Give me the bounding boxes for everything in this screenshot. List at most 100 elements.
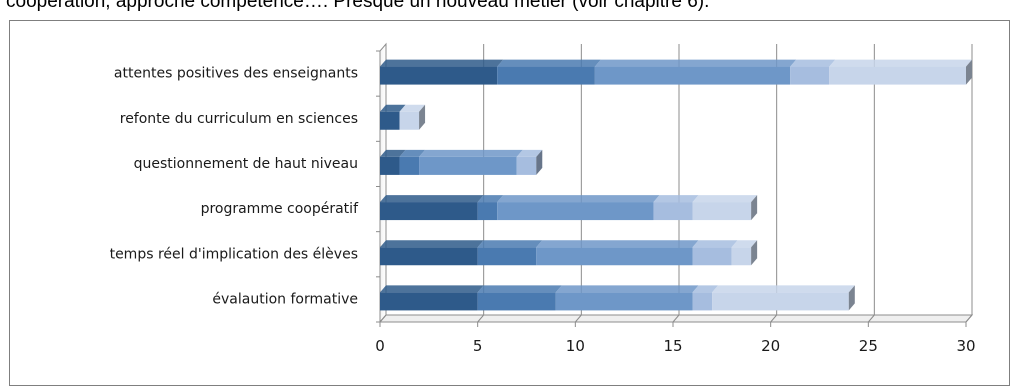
bar-segment xyxy=(380,104,406,130)
bar-front-face xyxy=(380,247,478,266)
bar-front-face xyxy=(790,66,830,85)
bar-front-face xyxy=(477,202,498,221)
x-tick-label: 15 xyxy=(663,337,682,355)
bar-segment xyxy=(419,149,523,175)
x-tick-label: 20 xyxy=(761,337,780,355)
bar-top-face xyxy=(536,240,699,248)
x-tick-label: 10 xyxy=(566,337,585,355)
x-tick-label: 25 xyxy=(859,337,878,355)
bar-segment xyxy=(712,285,855,311)
x-tick-label: 30 xyxy=(956,337,975,355)
bar-segment xyxy=(692,195,758,221)
category-label: refonte du curriculum en sciences xyxy=(120,111,358,127)
bar-front-face xyxy=(380,111,400,130)
bar-front-face xyxy=(380,202,478,221)
bar-segment xyxy=(380,59,504,85)
bar-top-face xyxy=(516,149,543,157)
bar-segment xyxy=(692,240,738,266)
bar-top-face xyxy=(419,149,523,157)
gridline-floor xyxy=(965,314,973,323)
bar-segment xyxy=(692,285,719,311)
bar-end-face xyxy=(966,59,972,85)
bar-segment xyxy=(536,240,699,266)
bar-top-face xyxy=(712,285,855,293)
bar-segment xyxy=(380,285,484,311)
gridline-floor xyxy=(770,314,778,323)
category-labels: attentes positives des enseignants refont… xyxy=(110,66,359,308)
bar-end-face xyxy=(419,104,426,130)
bar-front-face xyxy=(829,66,966,85)
bar-segment xyxy=(555,285,699,311)
bar-segment xyxy=(829,59,972,85)
bar-front-face xyxy=(497,202,654,221)
gridlines xyxy=(376,44,973,327)
bar-top-face xyxy=(399,104,426,112)
bar-top-face xyxy=(692,195,758,203)
side-wall xyxy=(379,42,387,324)
bar-front-face xyxy=(399,156,420,175)
header-text: coopération, approche compétence…. Presq… xyxy=(6,0,710,12)
bar-top-face xyxy=(731,240,758,248)
bar-top-face xyxy=(497,59,601,67)
bar-top-face xyxy=(692,240,738,248)
bar-front-face xyxy=(419,156,517,175)
gridline-floor xyxy=(477,314,485,323)
bar-segment xyxy=(399,104,426,130)
bar-front-face xyxy=(731,247,752,266)
bar-segment xyxy=(731,240,758,266)
bar-front-face xyxy=(477,292,556,311)
gridline-floor xyxy=(379,314,387,323)
bar-segment xyxy=(790,59,836,85)
bar-front-face xyxy=(516,156,537,175)
bar-front-face xyxy=(477,247,537,266)
bar-top-face xyxy=(380,104,406,112)
x-tick-labels: 0 5 10 15 20 25 30 xyxy=(375,337,975,355)
bar-segment xyxy=(477,195,504,221)
bar-segment xyxy=(594,59,797,85)
bar-top-face xyxy=(380,285,484,293)
category-label: programme coopératif xyxy=(201,201,360,217)
bar-segment xyxy=(477,240,543,266)
gridline-floor xyxy=(574,314,582,323)
bar-front-face xyxy=(380,292,478,311)
bar-top-face xyxy=(477,195,504,203)
bar-segment xyxy=(497,59,601,85)
bars xyxy=(380,59,972,311)
x-tick-label: 5 xyxy=(473,337,483,355)
bar-segment xyxy=(380,195,484,221)
bar-front-face xyxy=(380,66,498,85)
bar-top-face xyxy=(790,59,836,67)
bar-front-face xyxy=(692,292,713,311)
bar-top-face xyxy=(477,285,562,293)
bar-front-face xyxy=(692,202,752,221)
gridline-floor xyxy=(672,314,680,323)
gridline-floor xyxy=(867,314,875,323)
x-tick-label: 0 xyxy=(375,337,385,355)
bar-segment xyxy=(497,195,660,221)
bar-segment xyxy=(653,195,699,221)
bar-front-face xyxy=(653,202,693,221)
bar-end-face xyxy=(751,195,758,221)
bar-segment xyxy=(516,149,543,175)
category-label: évalaution formative xyxy=(212,291,358,307)
bar-top-face xyxy=(497,195,660,203)
bar-top-face xyxy=(380,195,484,203)
bar-top-face xyxy=(380,149,406,157)
bar-end-face xyxy=(848,285,855,311)
bar-top-face xyxy=(399,149,426,157)
bar-front-face xyxy=(536,247,693,266)
category-label: attentes positives des enseignants xyxy=(114,66,358,82)
bar-front-face xyxy=(594,66,791,85)
bar-top-face xyxy=(594,59,797,67)
bar-end-face xyxy=(536,149,543,175)
bar-top-face xyxy=(380,240,484,248)
category-label: questionnement de haut niveau xyxy=(134,156,358,172)
bar-segment xyxy=(380,149,406,175)
bar-end-face xyxy=(751,240,758,266)
bar-segment xyxy=(380,240,484,266)
bar-front-face xyxy=(712,292,849,311)
bar-top-face xyxy=(829,59,972,67)
bar-segment xyxy=(399,149,426,175)
bar-front-face xyxy=(399,111,420,130)
bar-top-face xyxy=(653,195,699,203)
